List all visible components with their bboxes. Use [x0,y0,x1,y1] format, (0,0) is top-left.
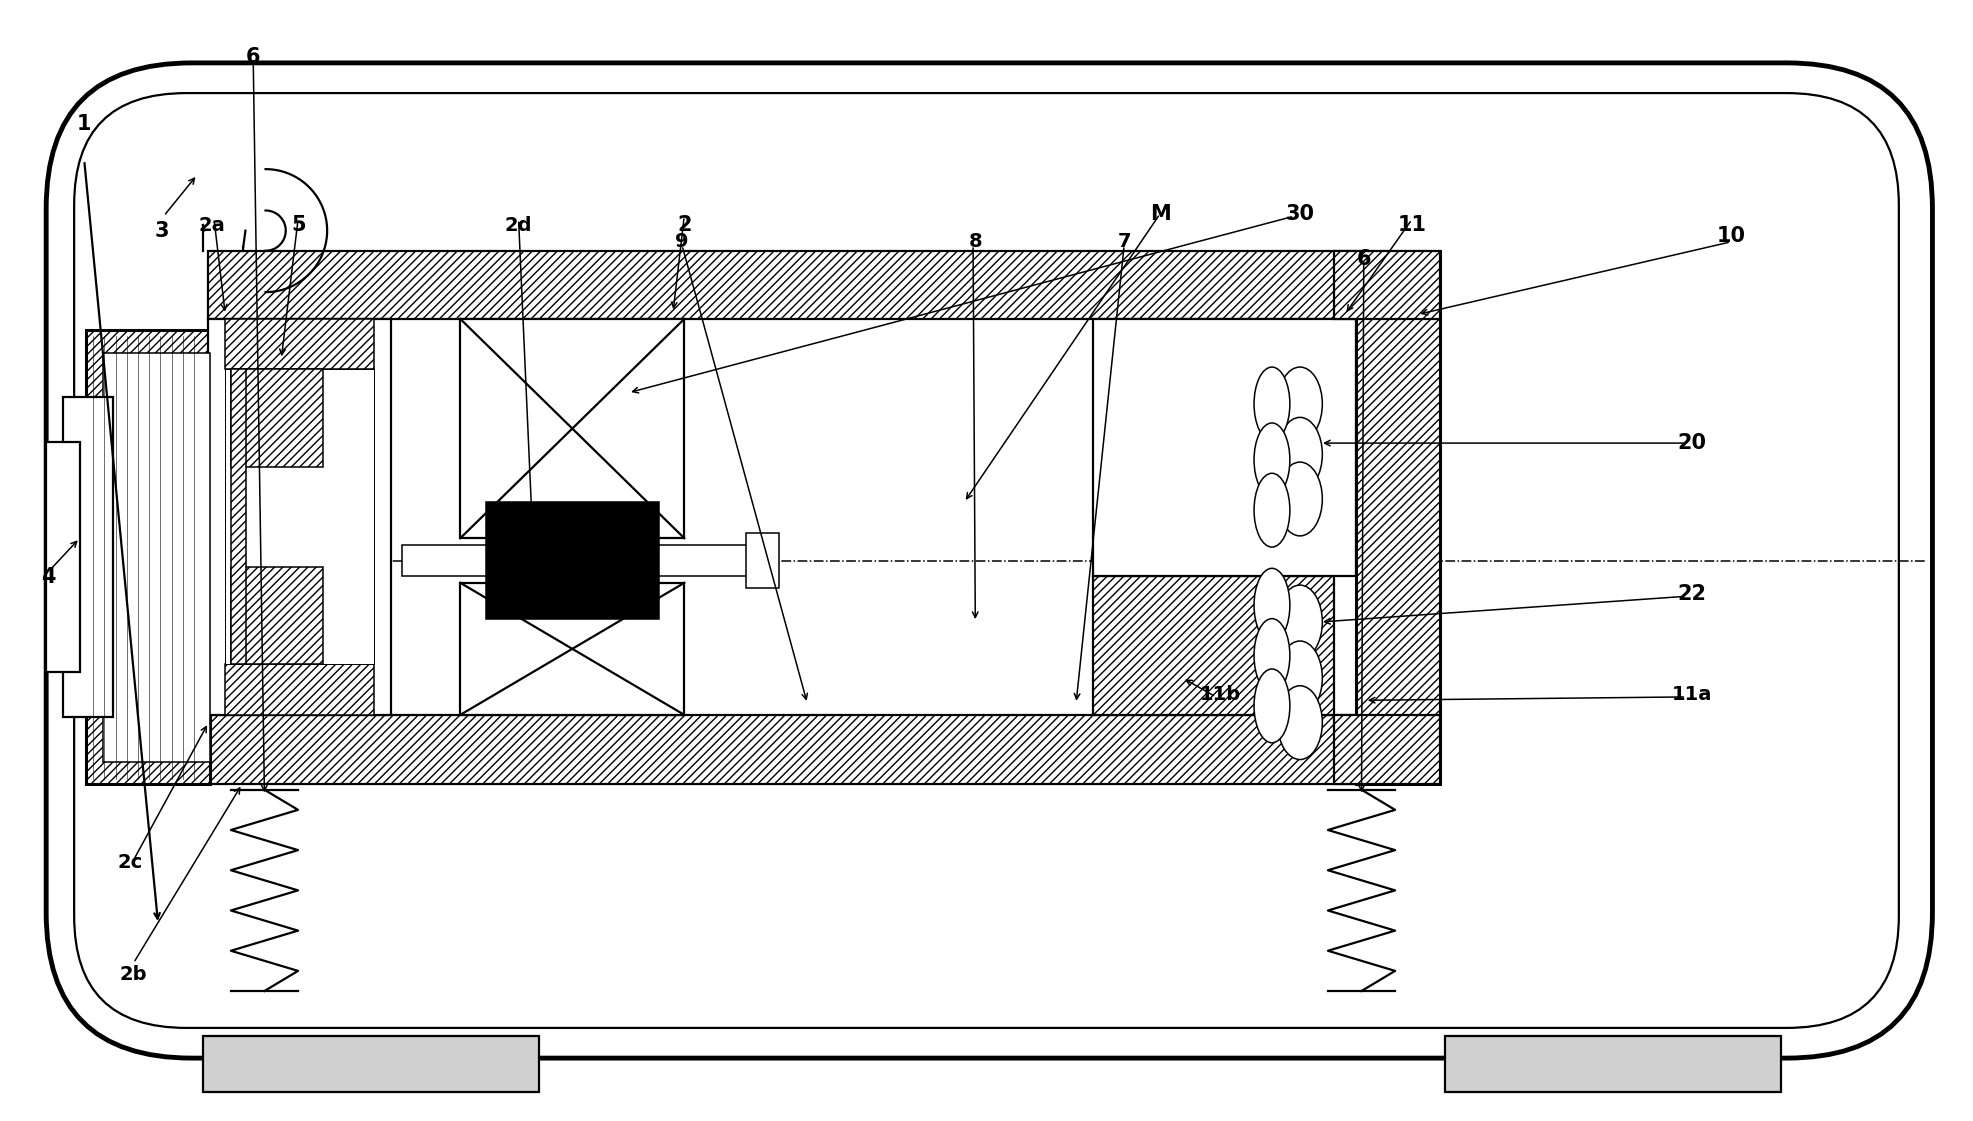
Bar [746,532,779,589]
Text: 2: 2 [677,215,691,235]
Bar [225,665,375,715]
Text: 10: 10 [1717,226,1746,247]
Text: 2c: 2c [118,853,142,872]
Bar [225,319,375,369]
Bar [209,251,1355,319]
Text: 11b: 11b [1200,685,1241,704]
Text: 4: 4 [41,567,55,587]
Bar [103,352,209,762]
Bar [45,442,79,673]
Ellipse shape [1255,619,1290,693]
Text: 6: 6 [1357,249,1371,269]
Text: 20: 20 [1677,433,1707,453]
Bar [1093,576,1334,715]
Bar [460,319,685,538]
Bar [1334,715,1440,785]
Text: 9: 9 [675,232,689,251]
Bar [231,369,324,466]
Ellipse shape [1279,585,1322,659]
Bar [231,567,324,665]
Bar [231,369,247,665]
Text: 3: 3 [154,221,170,241]
Ellipse shape [1255,669,1290,743]
Text: 5: 5 [292,215,306,235]
Ellipse shape [1255,473,1290,547]
Text: 30: 30 [1286,204,1314,224]
Bar [1355,251,1440,785]
Text: 2a: 2a [199,215,225,234]
Text: 2d: 2d [505,215,533,234]
Bar [87,331,209,785]
Text: M: M [1150,204,1170,224]
FancyBboxPatch shape [45,63,1932,1058]
Text: 11: 11 [1397,215,1426,235]
Bar [203,1036,539,1092]
Bar [209,715,1355,785]
Bar [225,369,375,665]
Text: 2b: 2b [120,965,148,984]
Bar [209,319,391,715]
Bar [485,502,659,619]
Ellipse shape [1279,367,1322,441]
Bar [402,545,764,576]
Text: 1: 1 [77,114,91,135]
Text: 8: 8 [969,232,983,251]
Ellipse shape [1279,462,1322,536]
Text: 11a: 11a [1671,685,1713,704]
Bar [460,583,685,715]
Bar [63,397,112,717]
Ellipse shape [1255,423,1290,497]
Text: 6: 6 [247,47,260,67]
Text: 22: 22 [1677,584,1707,604]
Bar [1446,1036,1782,1092]
Bar [1093,319,1355,576]
Ellipse shape [1279,686,1322,760]
Text: 7: 7 [1117,232,1131,251]
Ellipse shape [1255,568,1290,642]
Ellipse shape [1279,417,1322,491]
Ellipse shape [1255,367,1290,441]
Ellipse shape [1279,641,1322,715]
Bar [1334,251,1440,319]
